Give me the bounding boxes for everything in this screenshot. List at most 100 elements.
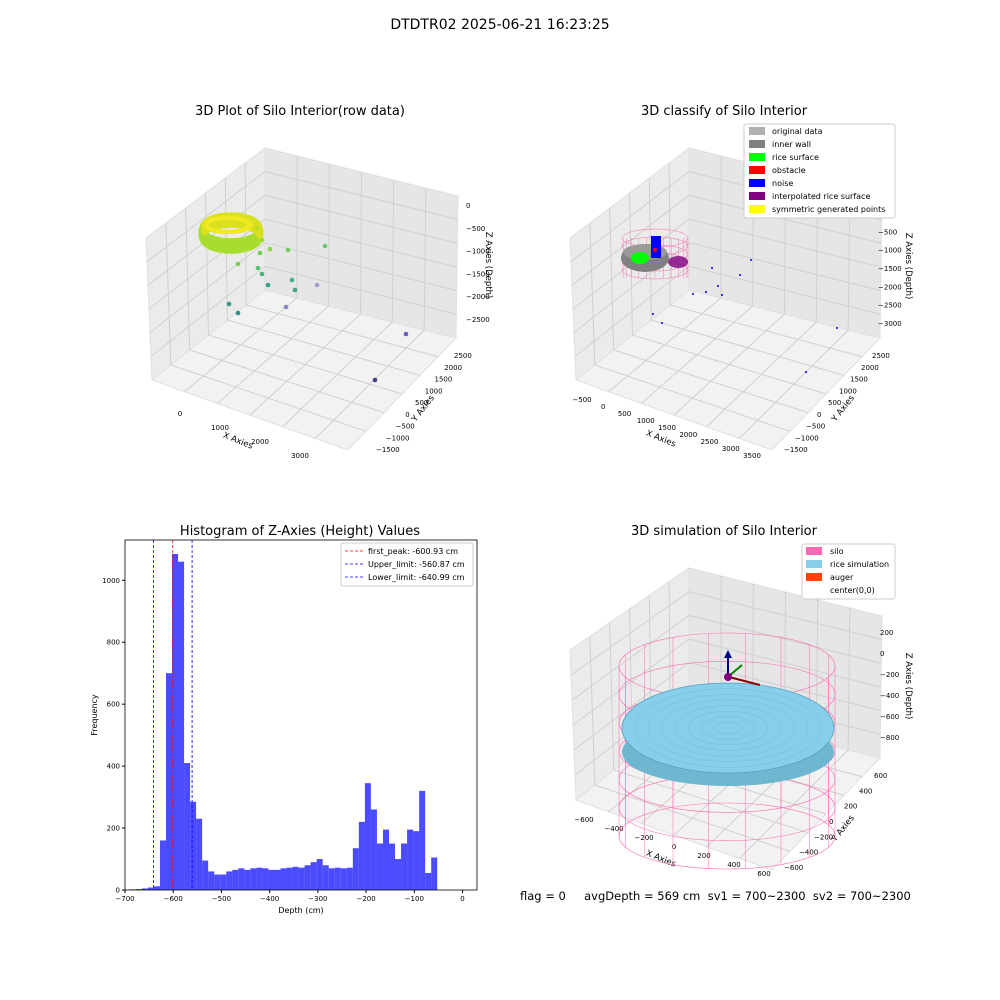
legend-frame: [801, 543, 896, 600]
histogram-bar: [346, 867, 353, 890]
legend-swatch: [749, 166, 765, 174]
legend-swatch: [749, 140, 765, 148]
plot-frame: [124, 539, 478, 891]
data-point: [217, 215, 223, 221]
legend-label: rice simulation: [830, 560, 889, 569]
y-tick-label: 2500: [454, 352, 472, 360]
data-point: [259, 271, 265, 277]
histogram-bar: [286, 867, 293, 890]
x-tick-label: 0: [672, 843, 676, 851]
histogram-bar: [419, 790, 426, 890]
x-tick-label: −100: [405, 895, 424, 903]
data-point: [285, 247, 291, 253]
data-point: [229, 215, 235, 221]
x-tick-label: 1000: [211, 424, 229, 432]
grid-line: [147, 194, 458, 286]
grid-line: [668, 162, 863, 358]
y-tick-label: 2500: [872, 352, 890, 360]
x-tick-label: 1000: [637, 417, 655, 425]
status-footer: flag = 0 avgDepth = 569 cm sv1 = 700~230…: [520, 889, 911, 903]
histogram-bar: [340, 868, 347, 890]
x-tick-label: 0: [178, 410, 182, 418]
y-tick-label: 0: [405, 411, 409, 419]
grid-line: [571, 194, 882, 286]
interpolated-surface-points: [668, 256, 688, 268]
rice-mesh: [635, 688, 821, 768]
y-tick-label: 500: [828, 399, 841, 407]
z-tick-label: −800: [880, 734, 899, 742]
y-tick-label: −500: [806, 423, 825, 431]
x-tick-label: 200: [697, 852, 710, 860]
rice-mesh: [648, 694, 808, 762]
histogram-bar: [135, 889, 142, 890]
x-tick-label: −600: [164, 895, 183, 903]
histogram-legend: first_peak: -600.93 cm Upper_limit: -560.…: [340, 542, 474, 587]
noise-point: [836, 327, 838, 329]
grid-line: [314, 187, 427, 439]
x-tick-label: 2500: [701, 438, 719, 446]
rice-mesh: [714, 722, 742, 734]
legend-swatch: [806, 573, 822, 581]
x-tick-label: 0: [460, 895, 464, 903]
histogram-bar: [202, 860, 209, 890]
data-point: [372, 377, 378, 383]
data-point: [265, 282, 271, 288]
y-tick-label: 800: [107, 639, 120, 647]
histogram-bar: [370, 809, 377, 890]
z-tick-label: −2000: [466, 293, 490, 301]
rice-mesh: [674, 705, 782, 751]
grid-line: [571, 614, 882, 701]
z-tick-label: −2000: [878, 283, 902, 291]
y-axis-label: Y Axies: [829, 813, 857, 845]
legend-swatch: [806, 560, 822, 568]
y-tick-label: 1000: [425, 387, 443, 395]
legend-label: inner wall: [772, 140, 811, 149]
x-tick-label: 400: [727, 861, 740, 869]
histogram-bar: [401, 843, 408, 890]
histogram-bar: [238, 868, 245, 890]
histogram-bar: [153, 886, 160, 890]
y-tick-label: 200: [107, 825, 120, 833]
y-tick-label: 2000: [861, 364, 879, 372]
y-tick-label: 1500: [435, 376, 453, 384]
legend-swatch: [806, 547, 822, 555]
histogram-bar: [274, 869, 281, 890]
data-point: [267, 246, 273, 252]
data-point: [283, 304, 289, 310]
histogram-bar: [407, 829, 414, 890]
y-tick-label: 2000: [444, 364, 462, 372]
raw-data-3d-axes: 0 1000 2000 3000 −1500 −1000 −500 0 500 1000 1500 2…: [145, 146, 493, 460]
y-axis-label: Y Axies: [829, 393, 857, 425]
x-tick-label: −400: [260, 895, 279, 903]
y-tick-label: 1500: [850, 376, 868, 384]
data-point: [255, 265, 261, 271]
noise-point: [717, 285, 719, 287]
histogram-bar: [298, 867, 305, 890]
obstacle-point: [653, 248, 657, 252]
data-point: [229, 229, 235, 235]
x-tick-label: −200: [634, 834, 653, 842]
legend-label: noise: [772, 179, 793, 188]
legend-label: Upper_limit: -560.87 cm: [368, 560, 465, 569]
data-point: [254, 225, 260, 231]
x-tick-label: −500: [212, 895, 231, 903]
y-tick-label: −1000: [795, 434, 819, 442]
x-tick-label: −500: [572, 396, 591, 404]
x-tick-label: −700: [115, 895, 134, 903]
histogram-bar: [165, 673, 173, 890]
auger-arrow-x: [728, 676, 761, 686]
histogram-bar: [322, 865, 329, 890]
histogram-bar: [364, 783, 371, 890]
data-point: [226, 301, 232, 307]
z-tick-label: −2500: [878, 302, 902, 310]
histogram-bar: [431, 857, 438, 890]
z-axis-label: Z Axies (Depth): [903, 233, 913, 300]
histogram-bar: [389, 843, 396, 890]
histogram-bar: [280, 868, 287, 890]
legend-label: rice surface: [772, 153, 819, 162]
y-tick-label: 1000: [102, 577, 120, 585]
y-tick-label: 500: [415, 399, 428, 407]
rice-mesh: [688, 710, 768, 746]
noise-point: [652, 313, 654, 315]
histogram-bar: [178, 561, 185, 890]
